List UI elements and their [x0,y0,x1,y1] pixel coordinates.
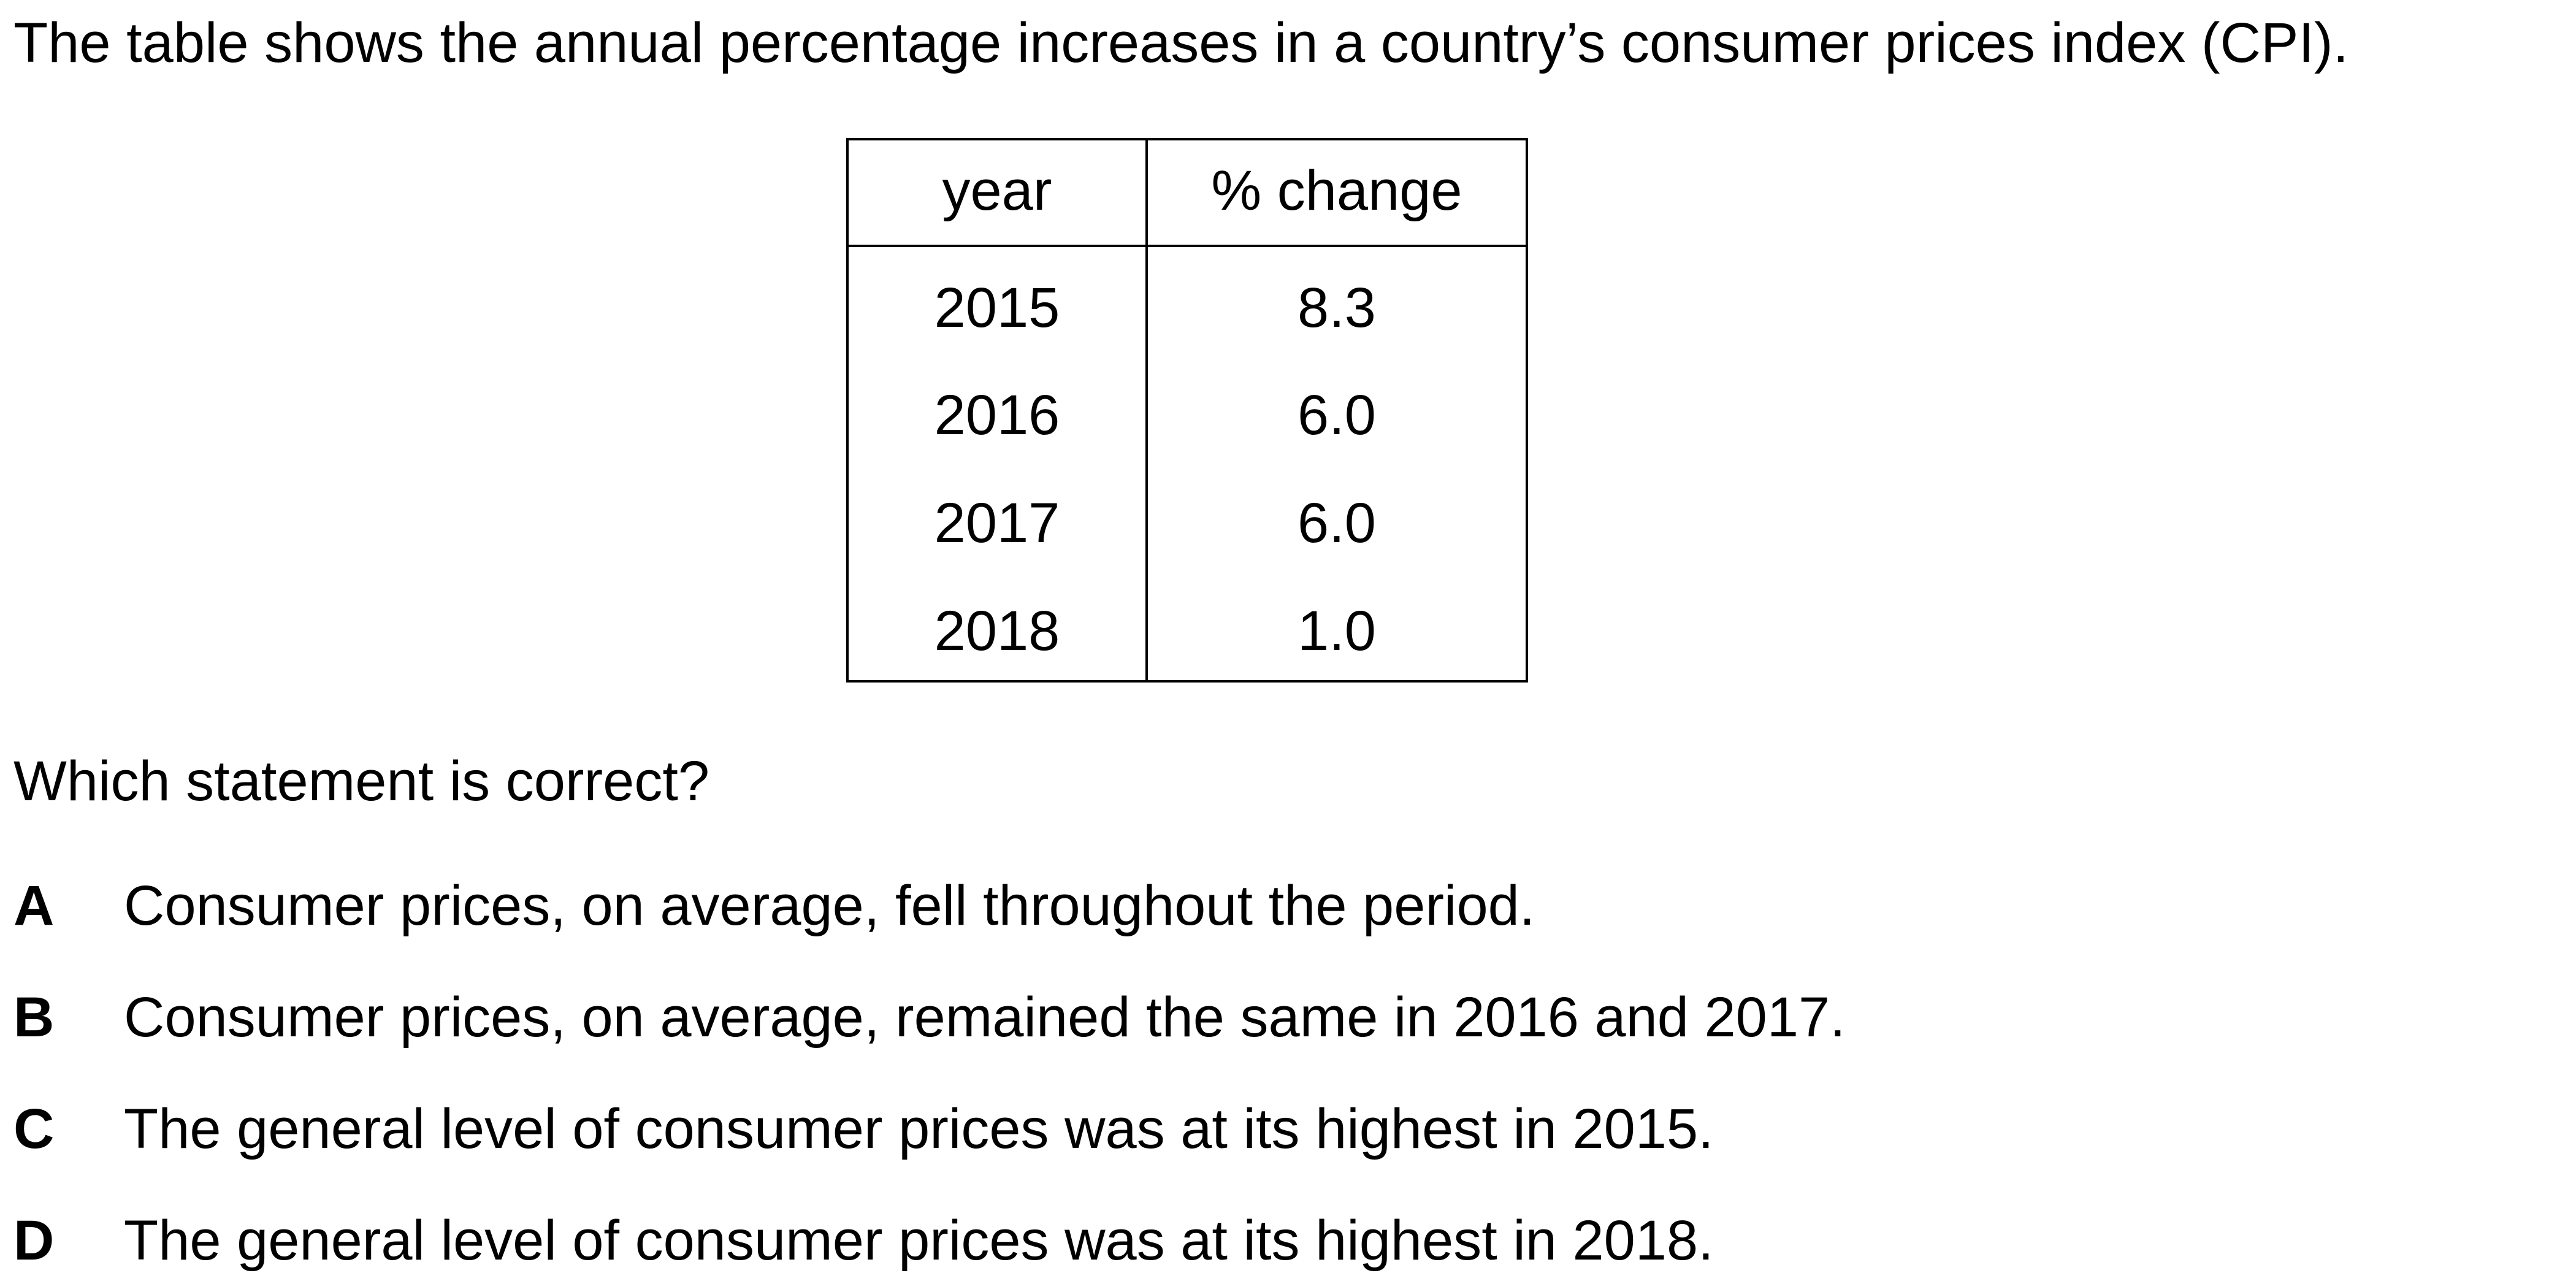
option-text: The general level of consumer prices was… [124,1209,1714,1272]
option-letter: D [13,1209,55,1272]
table-cell-change: 6.0 [1298,384,1376,446]
option-text: Consumer prices, on average, remained th… [124,986,1846,1049]
table-cell-year: 2017 [934,492,1060,554]
option-letter: C [13,1098,55,1160]
option-a[interactable]: A Consumer prices, on average, fell throu… [13,874,1535,939]
table-cell-change: 8.3 [1298,277,1376,339]
intro-text: The table shows the annual percentage in… [13,12,2349,74]
option-c[interactable]: C The general level of consumer prices wa… [13,1097,1714,1162]
option-b[interactable]: B Consumer prices, on average, remained t… [13,985,1846,1050]
table-cell-change: 6.0 [1298,492,1376,554]
question-text: Which statement is correct? [13,750,710,813]
option-letter: A [13,874,55,937]
table-cell-year: 2016 [934,384,1060,446]
header-change: % change [1211,159,1462,222]
header-year: year [942,159,1052,222]
cpi-table: year % change 2015 8.3 2016 6.0 2017 6.0… [846,138,1528,683]
table-cell-change: 1.0 [1298,600,1376,662]
option-text: Consumer prices, on average, fell throug… [124,874,1535,937]
option-d[interactable]: D The general level of consumer prices wa… [13,1209,1714,1274]
table-cell-year: 2015 [934,277,1060,339]
option-letter: B [13,986,55,1049]
table-cell-year: 2018 [934,600,1060,662]
header-divider [849,245,1526,247]
option-text: The general level of consumer prices was… [124,1098,1714,1160]
column-divider [1145,140,1148,680]
